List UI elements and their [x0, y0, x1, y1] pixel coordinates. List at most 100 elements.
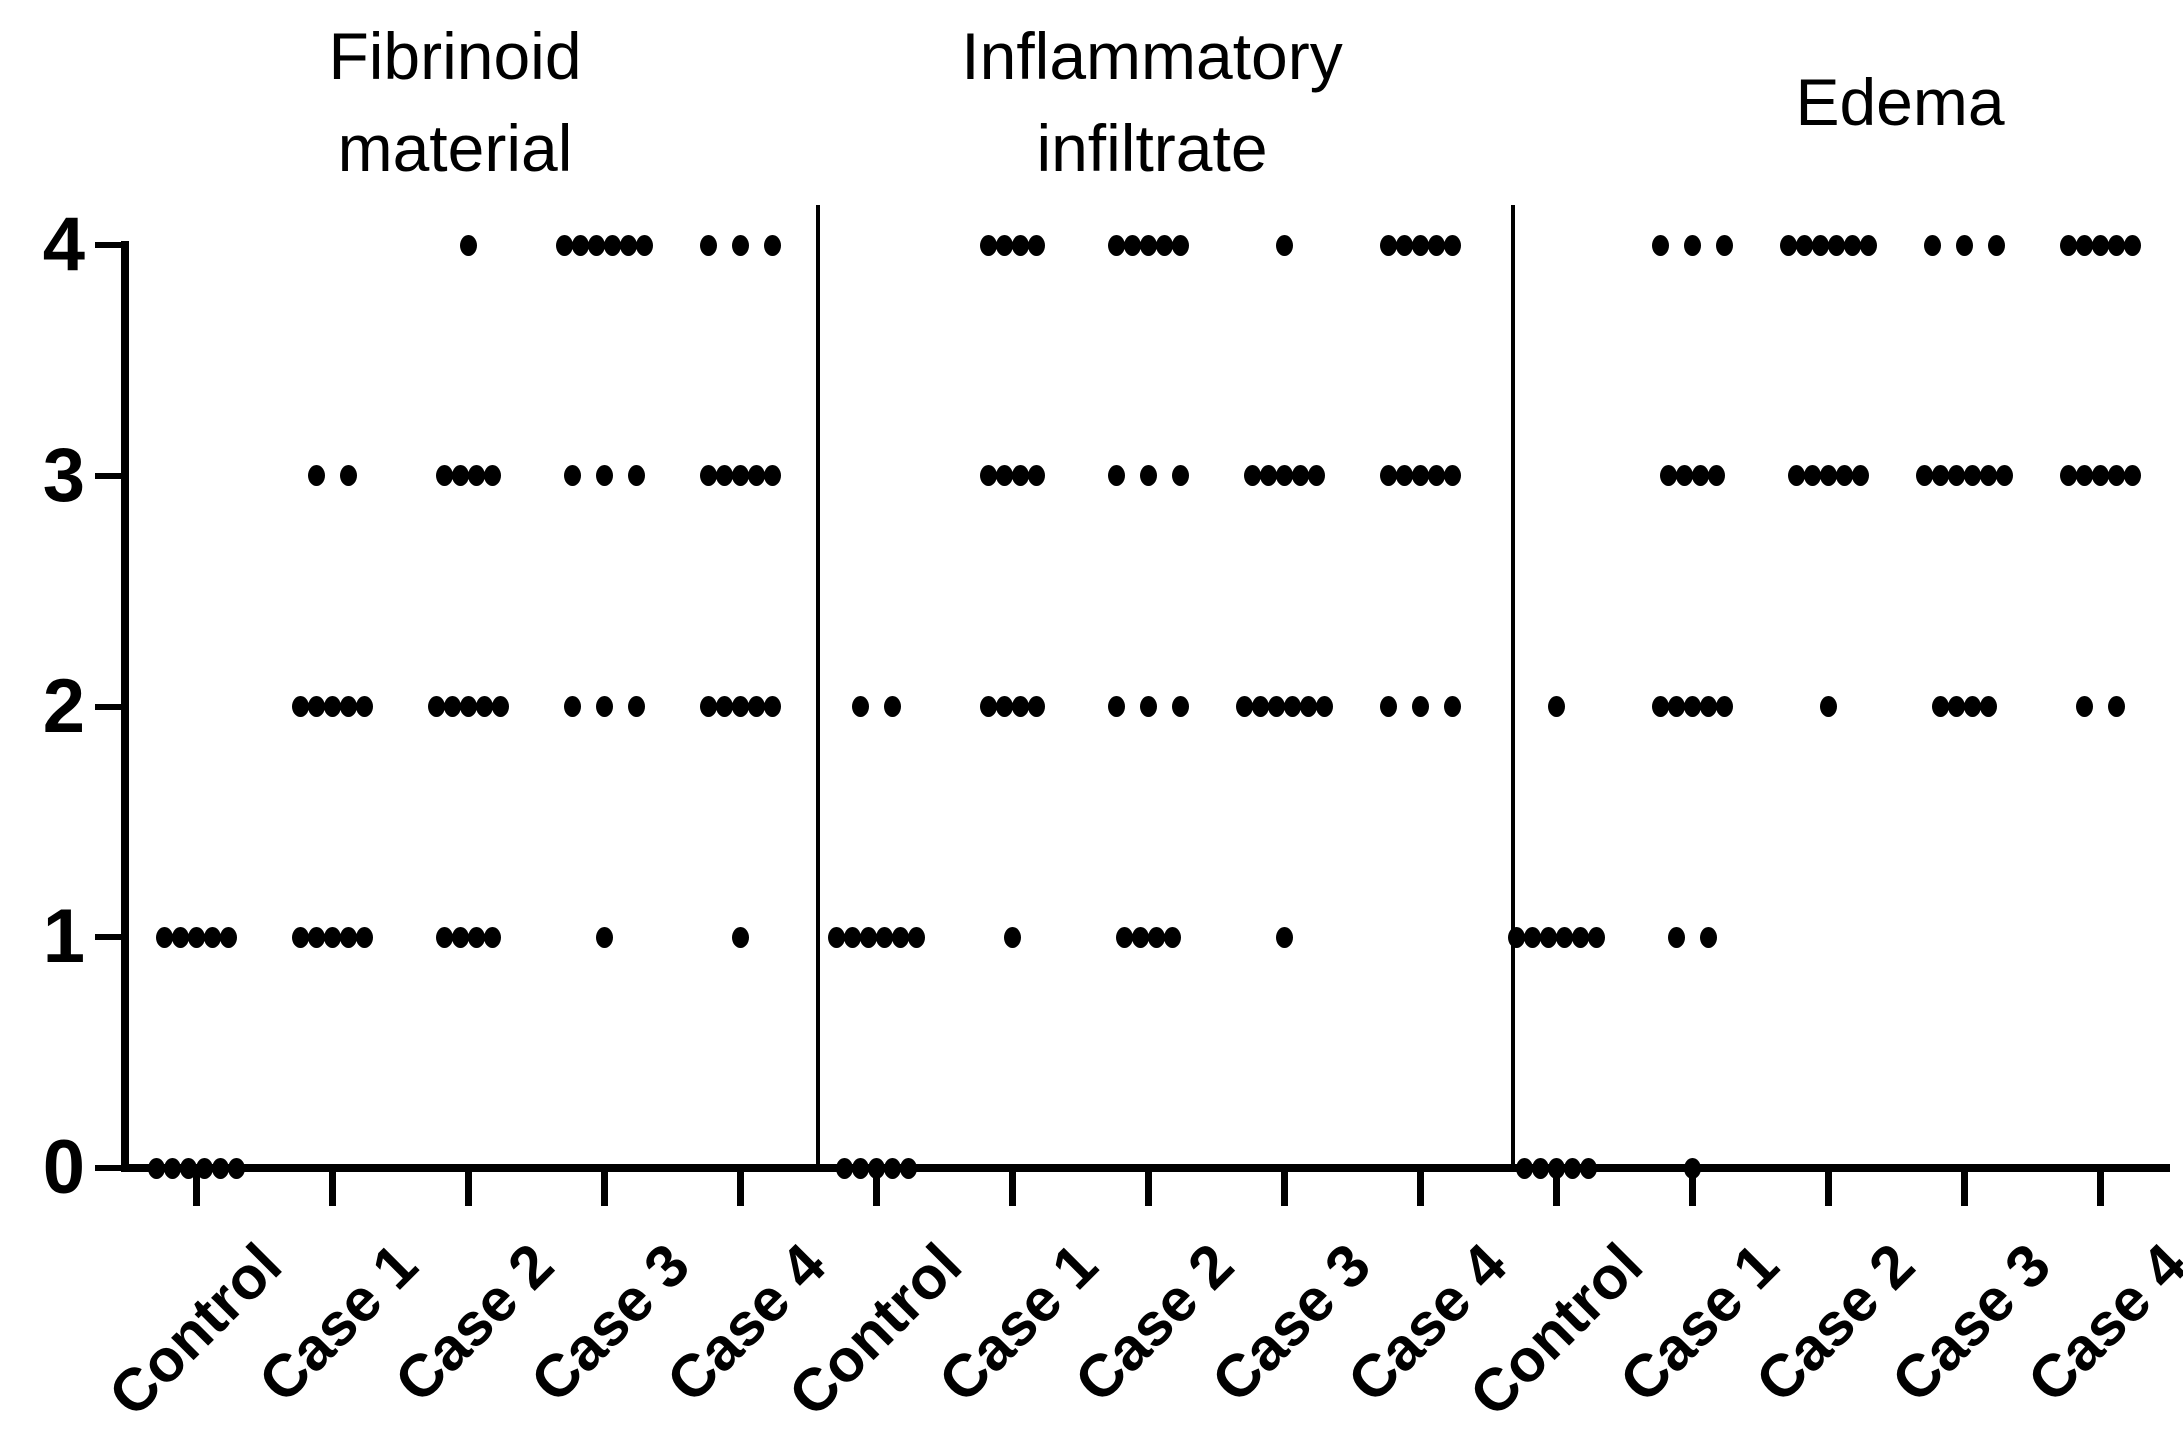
data-point	[1524, 926, 1542, 948]
y-tick-label: 4	[42, 202, 85, 287]
data-point	[715, 465, 733, 487]
data-point	[1236, 696, 1254, 717]
data-point	[979, 234, 997, 256]
data-point	[219, 926, 237, 948]
data-point	[1700, 926, 1718, 948]
data-point	[1380, 696, 1398, 717]
data-point	[1572, 926, 1590, 948]
data-point	[731, 926, 749, 948]
y-tick-label: 0	[42, 1125, 85, 1210]
data-point	[1444, 234, 1462, 256]
data-point	[1011, 696, 1029, 717]
data-point	[1316, 696, 1334, 717]
data-point	[1444, 696, 1462, 717]
data-point	[291, 696, 309, 717]
data-point	[211, 1157, 229, 1179]
data-point	[2092, 234, 2110, 256]
data-point	[867, 1157, 885, 1179]
data-point	[155, 926, 173, 948]
data-point	[2092, 465, 2110, 487]
data-point	[595, 465, 613, 487]
data-point	[1812, 234, 1830, 256]
x-axis-tick	[1008, 1172, 1016, 1206]
data-point	[475, 696, 493, 717]
data-point	[1796, 234, 1814, 256]
data-point	[907, 926, 925, 948]
data-point	[603, 234, 621, 256]
data-point	[851, 696, 869, 717]
y-tick-label: 2	[42, 663, 85, 749]
data-point	[147, 1157, 165, 1179]
data-point	[827, 926, 845, 948]
data-point	[2108, 234, 2126, 256]
data-point	[1412, 234, 1430, 256]
data-point	[307, 465, 325, 487]
data-point	[699, 696, 717, 717]
data-point	[451, 465, 469, 487]
data-point	[1380, 234, 1398, 256]
data-point	[2108, 696, 2126, 717]
y-axis-tick	[95, 242, 121, 248]
data-point	[731, 696, 749, 717]
data-point	[595, 696, 613, 717]
data-point	[1396, 234, 1414, 256]
x-axis-tick	[736, 1172, 744, 1206]
data-point	[1676, 465, 1694, 487]
data-point	[1139, 234, 1157, 256]
x-axis-tick	[328, 1172, 336, 1206]
data-point	[1700, 696, 1718, 717]
data-point	[1996, 465, 2014, 487]
panel-title: Inflammatory	[961, 19, 1343, 93]
data-point	[1276, 234, 1294, 256]
data-point	[995, 234, 1013, 256]
data-point	[1428, 234, 1446, 256]
data-point	[227, 1157, 245, 1179]
data-point	[1027, 696, 1045, 717]
data-point	[1652, 696, 1670, 717]
x-axis-tick	[1689, 1172, 1697, 1206]
data-point	[1556, 926, 1574, 948]
data-point	[1684, 234, 1702, 256]
data-point	[1964, 696, 1982, 717]
data-point	[203, 926, 221, 948]
data-point	[979, 696, 997, 717]
data-point	[563, 465, 581, 487]
data-point	[1948, 465, 1966, 487]
data-point	[1828, 234, 1846, 256]
data-point	[1444, 465, 1462, 487]
data-point	[1107, 465, 1125, 487]
data-point	[1131, 926, 1149, 948]
data-point	[1123, 234, 1141, 256]
data-point	[1988, 234, 2006, 256]
data-point	[1011, 234, 1029, 256]
y-tick-label: 3	[42, 432, 85, 518]
data-point	[635, 234, 653, 256]
data-point	[1115, 926, 1133, 948]
data-point	[1708, 465, 1726, 487]
data-point	[1516, 1157, 1534, 1179]
data-point	[763, 465, 781, 487]
data-point	[843, 926, 861, 948]
data-point	[1155, 234, 1173, 256]
data-point	[883, 696, 901, 717]
data-point	[1171, 465, 1189, 487]
data-point	[699, 234, 717, 256]
x-axis-tick	[872, 1172, 880, 1206]
data-point	[891, 926, 909, 948]
data-point	[339, 926, 357, 948]
data-point	[995, 696, 1013, 717]
data-point	[307, 926, 325, 948]
data-point	[1668, 926, 1686, 948]
y-axis-tick	[95, 1165, 121, 1171]
data-point	[1932, 465, 1950, 487]
data-point	[451, 926, 469, 948]
data-point	[1684, 696, 1702, 717]
data-point	[483, 926, 501, 948]
data-point	[883, 1157, 901, 1179]
data-point	[1276, 926, 1294, 948]
panel-separator-line	[1511, 205, 1515, 1172]
panel-title: Edema	[1795, 65, 2005, 139]
data-point	[1260, 465, 1278, 487]
data-point	[2060, 234, 2078, 256]
